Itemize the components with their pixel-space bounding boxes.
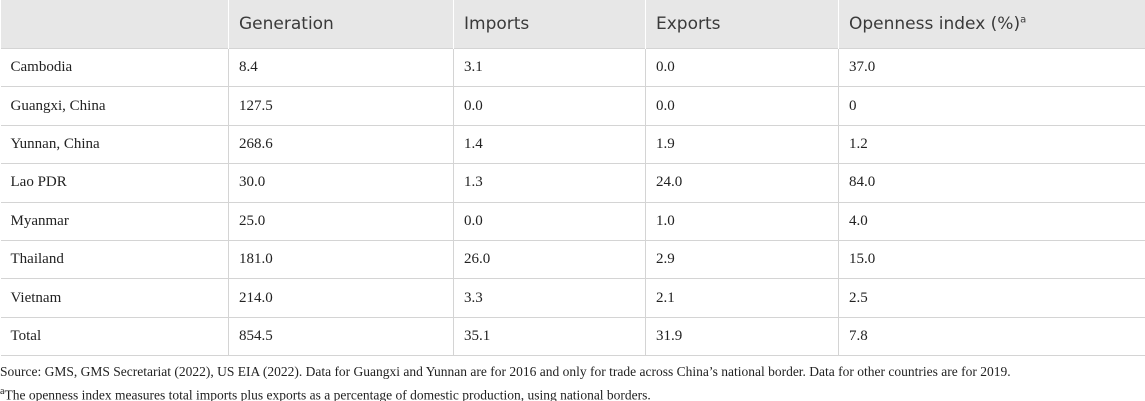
value-cell: 15.0: [838, 239, 1145, 280]
value-cell: 127.5: [228, 86, 454, 126]
openness-note: aThe openness index measures total impor…: [0, 382, 1145, 401]
header-text: Exports: [656, 14, 721, 34]
table-row: Myanmar 25.0 0.0 1.0 4.0: [0, 201, 1145, 241]
region-cell: Cambodia: [0, 47, 229, 88]
region-cell: Myanmar: [0, 201, 229, 241]
table-row: Cambodia 8.4 3.1 0.0 37.0: [0, 47, 1145, 88]
value-cell: 26.0: [453, 239, 646, 280]
region-cell: Lao PDR: [0, 163, 229, 203]
value-cell: 4.0: [838, 201, 1145, 241]
header-cell: Exports: [645, 0, 839, 49]
table-row: Lao PDR 30.0 1.3 24.0 84.0: [0, 163, 1145, 203]
region-cell: Guangxi, China: [0, 86, 229, 126]
value-cell: 214.0: [228, 278, 454, 318]
note-text: The openness index measures total import…: [4, 387, 651, 401]
value-cell: 0.0: [453, 86, 646, 126]
header-text: Openness index (%): [849, 14, 1021, 34]
header-cell: Openness index (%)a: [838, 0, 1145, 49]
value-cell: 1.9: [645, 124, 839, 165]
header-row: Generation Imports Exports Openness index (…: [0, 0, 1145, 49]
note-marker: a: [0, 386, 5, 398]
header-cell: [0, 0, 229, 49]
table-row: Yunnan, China 268.6 1.4 1.9 1.2: [0, 124, 1145, 165]
table-row: Vietnam 214.0 3.3 2.1 2.5: [0, 278, 1145, 318]
value-cell: 3.3: [453, 278, 646, 318]
region-cell: Total: [0, 316, 229, 357]
table-row: Guangxi, China 127.5 0.0 0.0 0: [0, 86, 1145, 126]
region-cell: Thailand: [0, 239, 229, 280]
value-cell: 2.5: [838, 278, 1145, 318]
value-cell: 8.4: [228, 47, 454, 88]
value-cell: 181.0: [228, 239, 454, 280]
value-cell: 2.1: [645, 278, 839, 318]
region-cell: Vietnam: [0, 278, 229, 318]
header-text: Generation: [239, 14, 334, 34]
value-cell: 3.1: [453, 47, 646, 88]
value-cell: 24.0: [645, 163, 839, 203]
data-table: Generation Imports Exports Openness index (…: [0, 0, 1145, 357]
value-cell: 1.4: [453, 124, 646, 165]
header-text: Imports: [464, 14, 530, 34]
table-body: Cambodia 8.4 3.1 0.0 37.0 Guangxi, China 127.5…: [0, 47, 1145, 357]
value-cell: 854.5: [228, 316, 454, 357]
value-cell: 0.0: [453, 201, 646, 241]
header-cell: Imports: [453, 0, 646, 49]
header-cell: Generation: [228, 0, 454, 49]
table-row: Thailand 181.0 26.0 2.9 15.0: [0, 239, 1145, 280]
value-cell: 0: [838, 86, 1145, 126]
value-cell: 30.0: [228, 163, 454, 203]
value-cell: 0.0: [645, 86, 839, 126]
source-note: Source: GMS, GMS Secretariat (2022), US …: [0, 364, 1011, 380]
value-cell: 1.0: [645, 201, 839, 241]
value-cell: 35.1: [453, 316, 646, 357]
value-cell: 1.2: [838, 124, 1145, 165]
value-cell: 268.6: [228, 124, 454, 165]
header-note-marker: a: [1020, 14, 1027, 26]
value-cell: 25.0: [228, 201, 454, 241]
value-cell: 1.3: [453, 163, 646, 203]
value-cell: 2.9: [645, 239, 839, 280]
value-cell: 37.0: [838, 47, 1145, 88]
value-cell: 7.8: [838, 316, 1145, 357]
value-cell: 84.0: [838, 163, 1145, 203]
value-cell: 0.0: [645, 47, 839, 88]
table-row: Total 854.5 35.1 31.9 7.8: [0, 316, 1145, 357]
value-cell: 31.9: [645, 316, 839, 357]
footnotes: Source: GMS, GMS Secretariat (2022), US …: [0, 362, 1145, 401]
region-cell: Yunnan, China: [0, 124, 229, 165]
